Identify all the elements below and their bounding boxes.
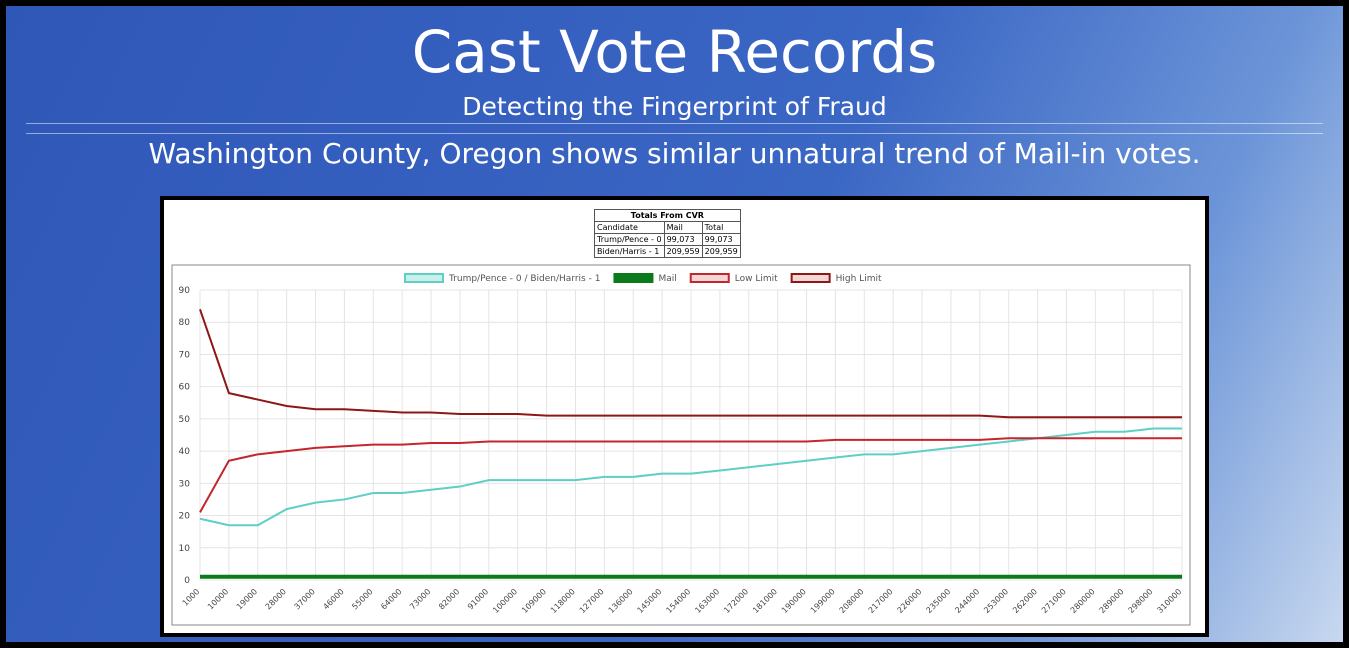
y-tick-label: 30 (179, 479, 191, 489)
y-tick-label: 90 (179, 286, 191, 296)
slide-subtitle: Detecting the Fingerprint of Fraud (462, 92, 887, 121)
table-title: Totals From CVR (594, 209, 741, 222)
legend-swatch (689, 273, 730, 283)
y-tick-label: 60 (179, 383, 191, 393)
y-tick-label: 80 (179, 318, 191, 328)
table-cell: Biden/Harris - 1 (594, 245, 665, 258)
y-tick-label: 70 (179, 350, 191, 360)
divider (26, 133, 1323, 134)
y-tick-label: 50 (179, 415, 191, 425)
table-header: Candidate Mail Total (594, 221, 741, 234)
totals-table: Totals From CVR Candidate Mail Total Trump/… (594, 209, 741, 258)
legend-label: Mail (658, 274, 676, 284)
table-cell: Trump/Pence - 0 (594, 233, 665, 246)
table-cell: 99,073 (663, 233, 703, 246)
table-row: Biden/Harris - 1 209,959 209,959 (594, 245, 741, 258)
legend-label: Trump/Pence - 0 / Biden/Harris - 1 (448, 274, 600, 284)
y-tick-label: 0 (184, 576, 190, 586)
table-cell: Candidate (594, 221, 665, 234)
series-line (199, 309, 1182, 419)
table-cell: Total (701, 221, 741, 234)
legend-label: High Limit (836, 274, 882, 284)
series-line (199, 437, 1182, 513)
legend-swatch (404, 273, 444, 283)
y-tick-label: 10 (179, 544, 191, 554)
y-tick-label: 40 (179, 447, 191, 457)
legend-swatch (790, 273, 831, 283)
table-row: Trump/Pence - 0 99,073 99,073 (594, 233, 741, 246)
table-cell: 209,959 (701, 245, 741, 258)
legend-swatch (613, 273, 654, 283)
slide-title: Cast Vote Records (411, 18, 938, 86)
y-tick-label: 20 (179, 512, 191, 522)
table-cell: 99,073 (701, 233, 741, 246)
plot-frame (171, 264, 1191, 626)
legend-label: Low Limit (735, 274, 778, 284)
series-line (199, 427, 1182, 527)
slide-heading: Washington County, Oregon shows similar … (148, 137, 1201, 170)
divider (26, 123, 1323, 124)
table-cell: Mail (663, 221, 703, 234)
table-cell: 209,959 (663, 245, 703, 258)
